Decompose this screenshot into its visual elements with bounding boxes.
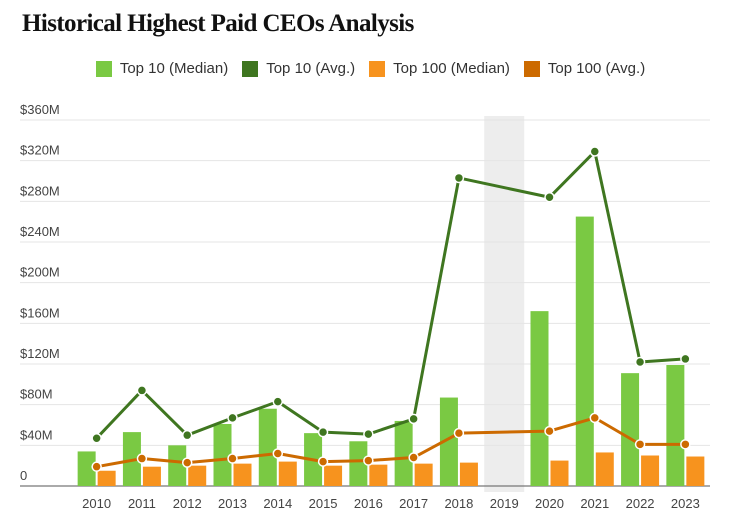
point-top-10-avg-2023[interactable] (680, 353, 691, 365)
bar-top-10-median-2020[interactable] (530, 311, 549, 486)
x-tick-label: 2018 (444, 496, 473, 511)
x-tick-label: 2011 (128, 496, 156, 511)
x-tick-label: 2016 (354, 496, 383, 511)
point-top-100-avg-2021[interactable] (589, 412, 601, 424)
point-top-10-avg-2018[interactable] (453, 172, 465, 184)
y-tick-label: $360M (20, 102, 60, 117)
legend-label: Top 10 (Avg.) (266, 60, 356, 77)
legend-item-top100-median[interactable]: Top 100 (Median) (369, 60, 510, 77)
y-tick-label: $280M (20, 183, 60, 198)
line-top-10-avg (95, 150, 686, 440)
bar-top-100-median-2022[interactable] (641, 455, 660, 487)
bar-top-10-median-2018[interactable] (439, 397, 458, 486)
x-tick-label: 2015 (309, 496, 338, 511)
point-top-100-avg-2010[interactable] (91, 461, 102, 472)
legend-swatch-top100-avg (523, 60, 540, 77)
point-top-100-avg-2017[interactable] (408, 452, 419, 463)
point-top-10-avg-2020[interactable] (544, 192, 555, 203)
x-tick-label: 2012 (173, 496, 202, 511)
legend-item-top10-median[interactable]: Top 10 (Median) (95, 60, 229, 77)
bar-top-10-median-2016[interactable] (349, 441, 368, 486)
point-top-10-avg-2014[interactable] (272, 396, 284, 407)
bar-top-100-median-2011[interactable] (142, 466, 161, 486)
point-top-10-avg-2011[interactable] (136, 385, 148, 396)
x-tick-label: 2014 (263, 496, 292, 511)
chart-title: Historical Highest Paid CEOs Analysis (22, 10, 414, 37)
bar-top-100-median-2023[interactable] (686, 456, 705, 486)
bar-top-100-median-2020[interactable] (550, 460, 569, 486)
bar-top-10-median-2021[interactable] (575, 216, 594, 487)
bar-top-100-median-2015[interactable] (324, 465, 343, 486)
bar-top-100-median-2010[interactable] (97, 470, 116, 486)
point-top-100-avg-2016[interactable] (363, 455, 374, 466)
y-tick-label: $160M (20, 305, 60, 320)
legend-label: Top 10 (Median) (119, 60, 229, 77)
x-tick-label: 2021 (580, 496, 609, 511)
x-tick-label: 2022 (626, 496, 655, 511)
point-top-100-avg-2015[interactable] (317, 456, 329, 467)
y-tick-label: $200M (20, 265, 60, 280)
y-tick-label: $40M (20, 427, 53, 442)
bar-top-100-median-2013[interactable] (233, 463, 252, 486)
point-top-10-avg-2012[interactable] (181, 429, 193, 441)
bar-top-100-median-2012[interactable] (188, 465, 207, 486)
point-top-10-avg-2022[interactable] (634, 356, 646, 368)
bar-top-10-median-2013[interactable] (213, 423, 232, 486)
point-top-100-avg-2013[interactable] (227, 453, 238, 464)
bar-top-100-median-2021[interactable] (595, 452, 614, 486)
bar-top-10-median-2023[interactable] (666, 365, 685, 486)
bar-top-100-median-2018[interactable] (459, 462, 478, 486)
y-tick-label: $120M (20, 346, 60, 361)
y-tick-label: $320M (20, 143, 60, 158)
point-top-10-avg-2016[interactable] (363, 428, 374, 440)
bar-top-10-median-2014[interactable] (258, 408, 277, 486)
legend-label: Top 100 (Avg.) (547, 60, 646, 77)
y-tick-label: $240M (20, 224, 60, 239)
point-top-10-avg-2010[interactable] (91, 432, 102, 444)
bar-top-10-median-2022[interactable] (621, 373, 640, 486)
point-top-100-avg-2022[interactable] (634, 439, 646, 450)
legend-swatch-top10-avg (242, 60, 259, 77)
highlight-band (484, 116, 525, 492)
legend: Top 10 (Median) Top 10 (Avg.) Top 100 (M… (0, 60, 741, 77)
point-top-10-avg-2013[interactable] (227, 412, 238, 424)
y-tick-label: 0 (20, 468, 27, 483)
x-tick-label: 2017 (399, 496, 428, 511)
x-tick-label: 2010 (82, 496, 111, 511)
legend-swatch-top100-median (369, 60, 386, 77)
x-tick-label: 2013 (218, 496, 247, 511)
legend-item-top100-avg[interactable]: Top 100 (Avg.) (523, 60, 646, 77)
legend-label: Top 100 (Median) (393, 60, 510, 77)
point-top-100-avg-2012[interactable] (181, 457, 193, 468)
x-tick-label: 2023 (671, 496, 700, 511)
x-tick-label: 2019 (490, 496, 519, 511)
bar-top-100-median-2017[interactable] (414, 463, 433, 486)
bar-top-10-median-2017[interactable] (394, 420, 413, 486)
bar-top-100-median-2016[interactable] (369, 464, 388, 486)
legend-swatch-top10-median (95, 60, 112, 77)
point-top-10-avg-2017[interactable] (408, 413, 419, 425)
point-top-100-avg-2011[interactable] (136, 453, 148, 464)
bar-top-10-median-2010[interactable] (77, 451, 96, 486)
x-tick-label: 2020 (535, 496, 564, 511)
point-top-100-avg-2018[interactable] (453, 427, 465, 439)
legend-item-top10-avg[interactable]: Top 10 (Avg.) (242, 60, 355, 77)
bar-top-100-median-2014[interactable] (278, 461, 297, 486)
point-top-100-avg-2023[interactable] (680, 439, 691, 450)
point-top-10-avg-2021[interactable] (589, 146, 601, 157)
y-tick-label: $80M (20, 387, 53, 402)
point-top-100-avg-2020[interactable] (544, 425, 555, 437)
point-top-10-avg-2015[interactable] (317, 426, 329, 438)
point-top-100-avg-2014[interactable] (272, 448, 284, 459)
bar-top-10-median-2012[interactable] (168, 445, 187, 486)
